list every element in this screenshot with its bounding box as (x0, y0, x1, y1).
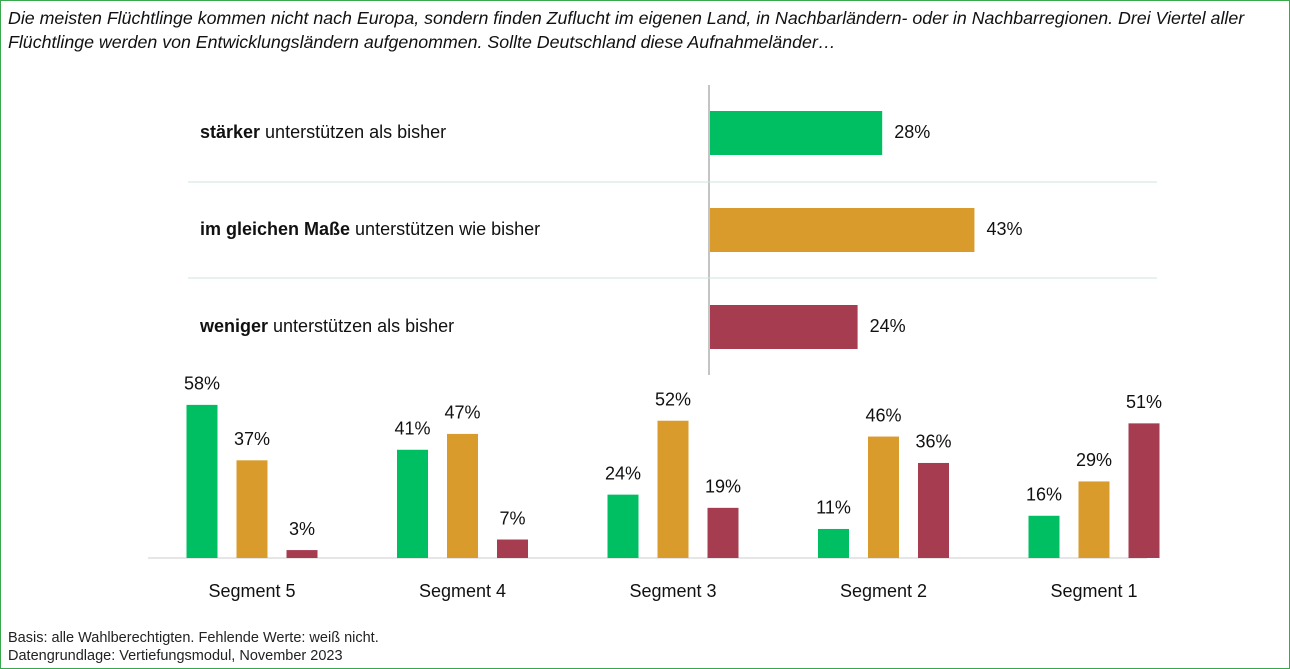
value-label: 29% (1076, 450, 1112, 470)
value-label: 51% (1126, 392, 1162, 412)
bar (918, 462, 949, 558)
bar (286, 550, 318, 558)
bar (397, 449, 428, 558)
bar (1078, 481, 1110, 558)
bar (1128, 423, 1160, 558)
bar (657, 420, 689, 558)
bar (818, 528, 849, 558)
value-label: 52% (655, 389, 691, 409)
value-label: 41% (394, 419, 430, 439)
footnote: Basis: alle Wahlberechtigten. Fehlende W… (8, 630, 379, 646)
bar (236, 460, 268, 558)
category-label: im gleichen Maße unterstützen wie bisher (200, 219, 540, 239)
value-label: 36% (915, 432, 951, 452)
category-emphasis: stärker (200, 122, 260, 142)
x-tick-label: Segment 1 (1050, 581, 1137, 601)
value-label: 24% (870, 316, 906, 336)
bar (868, 436, 899, 558)
footnote: Datengrundlage: Vertiefungsmodul, Novemb… (8, 648, 343, 664)
bar (710, 208, 975, 252)
category-label: stärker unterstützen als bisher (200, 122, 446, 142)
value-label: 46% (865, 405, 901, 425)
value-label: 3% (289, 519, 315, 539)
bar (186, 404, 218, 558)
value-label: 11% (816, 498, 851, 518)
bar (710, 305, 858, 349)
category-emphasis: weniger (199, 316, 268, 336)
x-tick-label: Segment 3 (629, 581, 716, 601)
category-emphasis: im gleichen Maße (200, 219, 350, 239)
category-label: weniger unterstützen als bisher (199, 316, 454, 336)
title: Die meisten Flüchtlinge kommen nicht nac… (8, 8, 1245, 52)
value-label: 24% (605, 463, 641, 483)
value-label: 16% (1026, 485, 1062, 505)
value-label: 19% (705, 477, 741, 497)
value-label: 37% (234, 429, 270, 449)
bar (497, 539, 528, 558)
value-label: 7% (499, 508, 525, 528)
footnotes: Basis: alle Wahlberechtigten. Fehlende W… (8, 629, 379, 665)
value-label: 43% (986, 219, 1022, 239)
value-label: 28% (894, 122, 930, 142)
value-label: 58% (184, 374, 220, 394)
category-rest: unterstützen als bisher (268, 316, 454, 336)
bar (707, 507, 739, 558)
bar (1028, 515, 1060, 558)
bar (607, 494, 639, 558)
category-rest: unterstützen wie bisher (350, 219, 540, 239)
x-tick-label: Segment 5 (208, 581, 295, 601)
x-tick-label: Segment 2 (840, 581, 927, 601)
category-rest: unterstützen als bisher (260, 122, 446, 142)
bar (710, 111, 883, 155)
value-label: 47% (444, 403, 480, 423)
x-tick-label: Segment 4 (419, 581, 506, 601)
bar (447, 433, 478, 558)
